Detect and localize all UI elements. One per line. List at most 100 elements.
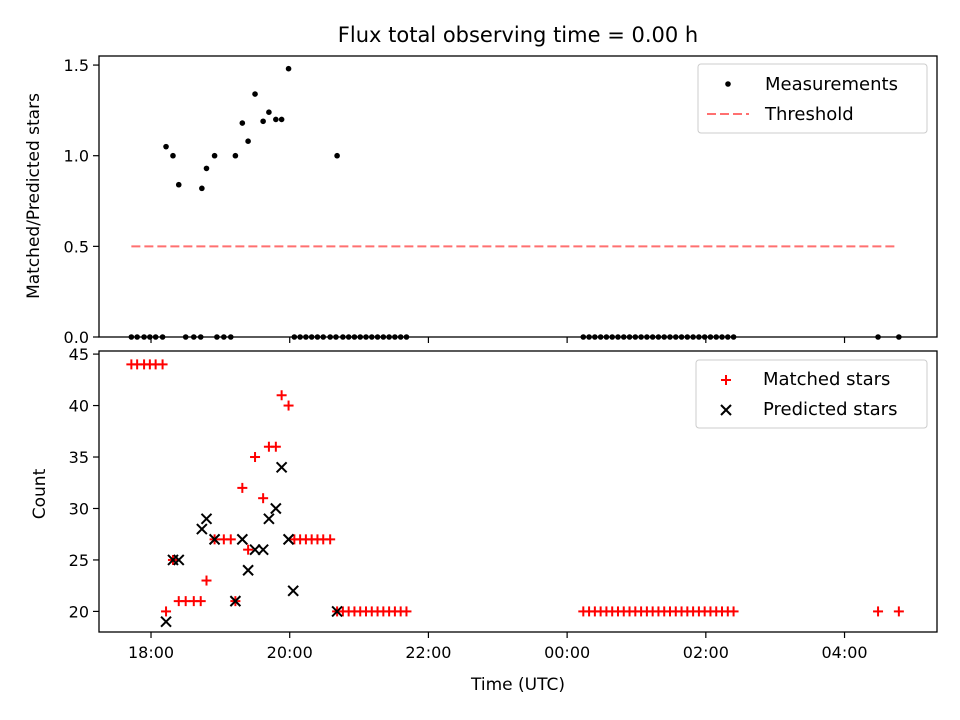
top-legend: Measurements Threshold — [697, 63, 928, 134]
measurement-point — [175, 181, 182, 188]
measurement-point — [713, 334, 720, 340]
top-y-tick-label: 1.0 — [64, 147, 89, 166]
measurement-point — [724, 334, 731, 340]
matched-star-point — [225, 534, 236, 545]
matched-star-point — [728, 606, 739, 617]
top-legend-box — [697, 63, 928, 134]
measurement-point — [380, 334, 387, 340]
measurement-point — [363, 334, 369, 340]
bottom-y-tick-label: 40 — [69, 397, 89, 416]
bottom-y-tick-label: 45 — [69, 345, 89, 364]
top-x-ticks — [150, 337, 846, 343]
measurement-point — [620, 334, 627, 340]
measurement-point — [368, 334, 375, 340]
measurement-point — [603, 334, 610, 340]
legend-label-threshold: Threshold — [764, 104, 854, 125]
measurement-point — [678, 334, 685, 340]
top-series — [128, 65, 902, 340]
measurement-point — [357, 334, 364, 340]
x-axis-label: Time (UTC) — [470, 675, 565, 695]
bottom-x-tick-label: 02:00 — [683, 643, 729, 662]
measurement-point — [345, 334, 352, 340]
bottom-x-tick-label: 00:00 — [544, 643, 590, 662]
bottom-x-tick-label: 18:00 — [128, 643, 174, 662]
bottom-y-axis-label: Count — [30, 468, 50, 519]
matched-star-point — [258, 493, 269, 504]
measurement-point — [609, 334, 616, 340]
bottom-series — [126, 359, 904, 628]
matched-star-point — [325, 534, 336, 545]
top-y-tick-label: 0.0 — [64, 328, 89, 347]
matched-star-point — [276, 390, 287, 401]
measurement-point — [199, 185, 205, 192]
measurement-point — [632, 334, 639, 340]
measurement-point — [320, 334, 327, 340]
measurement-point — [211, 152, 218, 159]
measurement-point — [719, 334, 725, 340]
matched-star-point — [283, 400, 294, 411]
predicted-star-point — [242, 564, 254, 576]
bottom-legend: Matched stars Predicted stars — [695, 359, 928, 429]
measurement-point — [592, 334, 598, 340]
measurement-point — [197, 334, 204, 340]
measurement-point — [392, 334, 398, 340]
measurement-point — [245, 138, 251, 145]
matched-star-point — [201, 575, 212, 586]
matched-star-point — [401, 606, 412, 617]
top-y-ticks: 0.0 0.5 1.0 1.5 — [64, 56, 99, 347]
measurement-point — [730, 334, 737, 340]
matched-star-point — [893, 606, 904, 617]
legend-marker-measurements — [725, 81, 731, 87]
legend-label-measurements: Measurements — [765, 74, 898, 95]
predicted-star-point — [275, 461, 288, 474]
measurement-point — [134, 334, 140, 340]
matched-star-point — [157, 359, 168, 370]
measurement-point — [163, 143, 169, 150]
measurement-point — [649, 334, 656, 340]
legend-label-matched-stars: Matched stars — [763, 369, 890, 390]
predicted-star-point — [257, 543, 269, 556]
measurement-point — [260, 118, 266, 125]
measurement-point — [232, 152, 239, 159]
chart-title: Flux total observing time = 0.00 h — [338, 23, 698, 47]
measurement-point — [159, 334, 166, 340]
measurement-point — [580, 334, 587, 340]
bottom-y-tick-label: 25 — [69, 551, 89, 570]
predicted-star-point — [229, 595, 242, 607]
measurement-point — [182, 334, 189, 340]
legend-label-predicted-stars: Predicted stars — [763, 399, 897, 420]
measurement-point — [896, 334, 902, 340]
matched-star-point — [250, 452, 261, 463]
measurement-point — [327, 334, 333, 340]
measurement-point — [147, 334, 153, 340]
predicted-star-point — [263, 513, 275, 525]
measurement-point — [638, 334, 644, 340]
predicted-star-point — [196, 523, 208, 535]
bottom-legend-box — [695, 359, 928, 429]
measurement-point — [374, 334, 381, 340]
legend-marker-matched-stars — [721, 375, 731, 385]
matched-star-point — [873, 606, 884, 617]
measurement-point — [170, 152, 176, 159]
measurement-point — [221, 334, 227, 340]
measurement-point — [227, 334, 234, 340]
measurement-point — [667, 334, 673, 340]
measurement-point — [291, 334, 298, 340]
measurement-point — [615, 334, 621, 340]
measurement-point — [266, 109, 272, 115]
legend-x-symbol — [720, 404, 732, 416]
matched-star-point — [270, 441, 281, 452]
predicted-star-point — [249, 543, 261, 556]
measurement-point — [252, 91, 258, 97]
bottom-x-tick-label: 22:00 — [405, 643, 451, 662]
measurement-point — [403, 334, 410, 340]
measurement-point — [340, 334, 346, 340]
measurement-point — [314, 334, 321, 340]
bottom-axes: Count Time (UTC) 20 25 30 35 40 45 18:00 20:00… — [30, 345, 938, 695]
measurement-point — [707, 334, 714, 340]
measurement-point — [273, 116, 279, 123]
top-axes-frame — [98, 55, 938, 338]
predicted-star-point — [270, 502, 282, 515]
measurement-point — [696, 334, 702, 340]
